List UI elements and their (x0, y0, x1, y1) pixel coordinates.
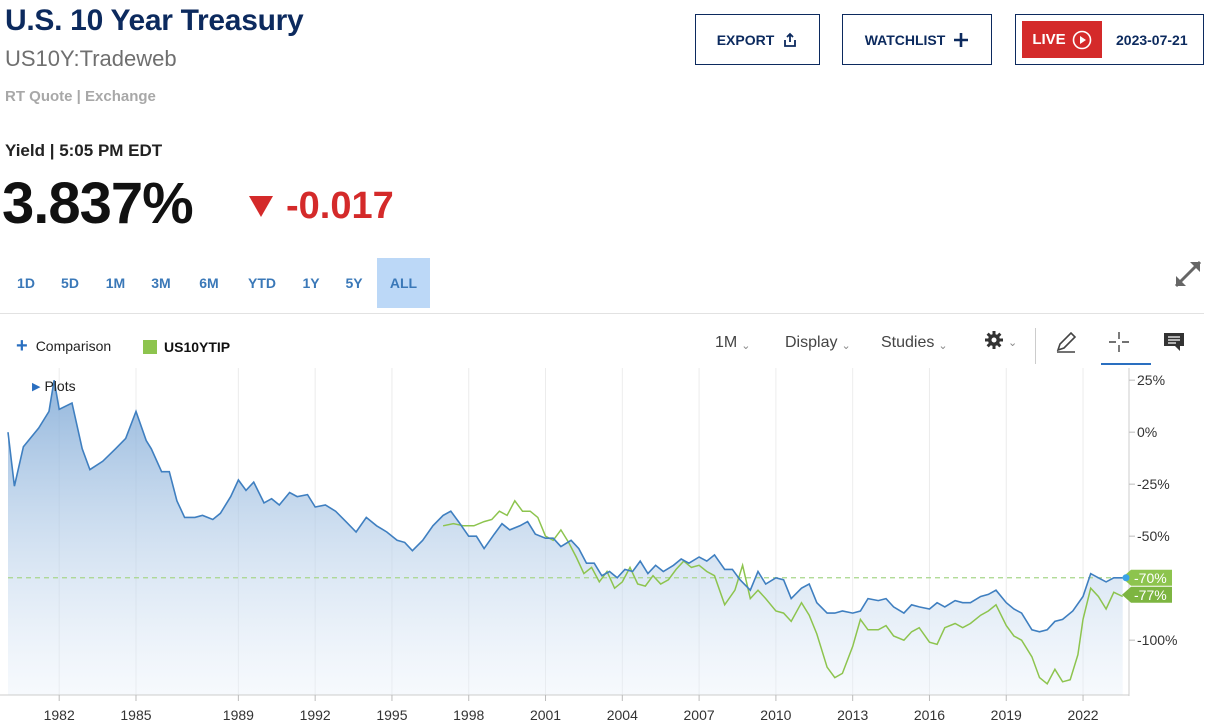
share-icon (784, 32, 797, 47)
export-label: EXPORT (716, 31, 775, 48)
x-tick-label: 1989 (223, 707, 254, 723)
end-label-us10y: -70% (1122, 569, 1172, 586)
crosshair-icon[interactable] (1107, 330, 1131, 354)
plots-label: Plots (44, 378, 76, 394)
active-tool-indicator (1101, 363, 1151, 365)
gear-icon (985, 331, 1003, 349)
range-tab-5y[interactable]: 5Y (345, 275, 363, 291)
comparison-label: Comparison (35, 338, 112, 354)
x-tick-label: 2004 (607, 707, 638, 723)
export-button[interactable]: EXPORT (695, 14, 820, 65)
series-line-us10y (7, 380, 1123, 633)
plots-toggle[interactable]: ▶ Plots (32, 378, 76, 394)
range-tab-all[interactable]: ALL (377, 258, 430, 308)
divider (0, 313, 1204, 314)
watchlist-button[interactable]: WATCHLIST (842, 14, 992, 65)
toolbar-divider (1035, 328, 1036, 364)
x-tick-label: 2019 (991, 707, 1022, 723)
end-label-text: -70% (1134, 570, 1167, 586)
range-tab-ytd[interactable]: YTD (248, 275, 276, 291)
y-tick-label: -50% (1137, 528, 1170, 544)
settings-dropdown[interactable]: ⌄ (984, 330, 1017, 350)
range-tab-5d[interactable]: 5D (61, 275, 79, 291)
chevron-down-icon: ⌄ (1008, 336, 1018, 349)
range-tab-1d[interactable]: 1D (17, 275, 35, 291)
x-tick-label: 2013 (837, 707, 868, 723)
page-title: U.S. 10 Year Treasury (5, 4, 304, 37)
price-chart[interactable]: 1982 1985 1989 1992 1995 1998 2001 2004 2007 2010… (0, 368, 1208, 724)
y-tick-label: 25% (1137, 372, 1165, 388)
plus-icon (954, 32, 969, 47)
pencil-icon[interactable] (1054, 330, 1078, 354)
live-box: LIVE 2023-07-21 (1015, 14, 1204, 65)
y-axis-ticks: 25% 0% -25% -50% -100% (1129, 372, 1177, 648)
x-tick-label: 1995 (376, 707, 407, 723)
y-tick-label: 0% (1137, 424, 1157, 440)
x-tick-label: 1998 (453, 707, 484, 723)
x-tick-label: 2001 (530, 707, 561, 723)
comparison-symbol: US10YTIP (164, 339, 231, 355)
end-label-us10ytip: -77% (1122, 586, 1172, 603)
live-date: 2023-07-21 (1116, 31, 1188, 48)
range-tab-1m[interactable]: 1M (105, 275, 126, 291)
chevron-down-icon: ⌄ (741, 339, 751, 352)
y-tick-label: -100% (1137, 632, 1177, 648)
yield-time-label: Yield | 5:05 PM EDT (5, 141, 163, 160)
legend-swatch (143, 340, 157, 354)
comparison-legend-item[interactable]: US10YTIP (143, 339, 230, 355)
range-tab-1y[interactable]: 1Y (302, 275, 320, 291)
expand-icon[interactable] (1172, 258, 1204, 290)
interval-dropdown[interactable]: 1M ⌄ (715, 334, 750, 352)
display-label: Display (785, 334, 838, 351)
current-value-dot (1122, 574, 1130, 582)
caret-right-icon: ▶ (32, 380, 41, 393)
symbol-label: US10Y:Tradeweb (5, 46, 177, 71)
down-arrow-icon (249, 196, 273, 217)
x-tick-label: 1982 (44, 707, 75, 723)
range-tab-3m[interactable]: 3M (151, 275, 171, 291)
x-tick-label: 2007 (684, 707, 715, 723)
x-tick-label: 1992 (300, 707, 331, 723)
display-dropdown[interactable]: Display ⌄ (785, 334, 851, 352)
chevron-down-icon: ⌄ (938, 339, 948, 352)
play-circle-icon (1072, 30, 1091, 49)
x-tick-label: 2022 (1067, 707, 1098, 723)
live-label: LIVE (1032, 31, 1066, 48)
price-change: -0.017 (286, 185, 394, 227)
x-tick-label: 2010 (760, 707, 791, 723)
series-line-us10ytip (442, 499, 1124, 685)
comparison-button[interactable]: + Comparison (16, 335, 112, 357)
comment-icon[interactable] (1162, 331, 1186, 353)
chevron-down-icon: ⌄ (841, 339, 851, 352)
series-end-labels: -70%-77% (1122, 569, 1172, 603)
interval-label: 1M (715, 334, 738, 351)
end-label-text: -77% (1134, 587, 1167, 603)
studies-dropdown[interactable]: Studies ⌄ (881, 334, 948, 352)
x-axis-ticks: 1982 1985 1989 1992 1995 1998 2001 2004 2007 2010… (44, 695, 1099, 723)
series-area-us10y (8, 380, 1123, 695)
x-tick-label: 2016 (914, 707, 945, 723)
watchlist-label: WATCHLIST (864, 31, 946, 48)
range-tab-6m[interactable]: 6M (199, 275, 219, 291)
studies-label: Studies (881, 334, 935, 351)
y-tick-label: -25% (1137, 476, 1170, 492)
x-tick-label: 1985 (120, 707, 151, 723)
live-button[interactable]: LIVE (1022, 21, 1102, 58)
price-value: 3.837% (2, 171, 194, 236)
plus-icon: + (16, 335, 28, 357)
quote-source-label: RT Quote | Exchange (5, 88, 156, 105)
